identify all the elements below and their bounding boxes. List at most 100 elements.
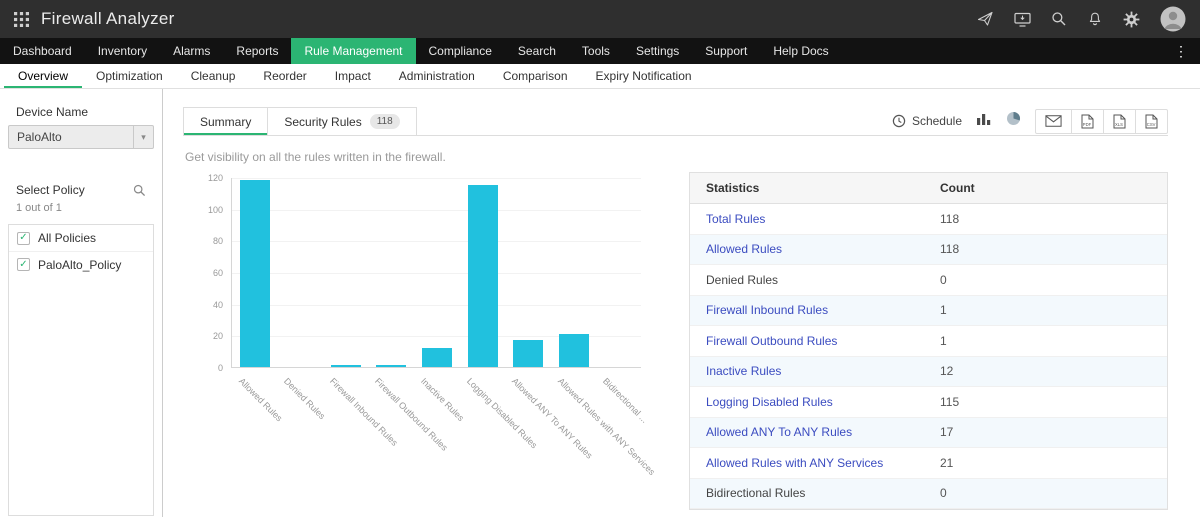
paper-plane-icon[interactable] (977, 11, 994, 27)
tab-summary[interactable]: Summary (183, 107, 269, 135)
top-header: Firewall Analyzer (0, 0, 1200, 38)
page-subtitle: Get visibility on all the rules written … (185, 150, 446, 164)
stats-count-logging-disabled-rules: 115 (940, 394, 960, 409)
subnav-item-administration[interactable]: Administration (398, 69, 475, 83)
subnav-item-comparison[interactable]: Comparison (502, 69, 568, 83)
nav-item-settings[interactable]: Settings (635, 44, 680, 58)
nav-item-help-docs[interactable]: Help Docs (773, 44, 829, 58)
policy-item-all-policies[interactable]: ✓ All Policies (9, 225, 153, 251)
subnav-item-cleanup[interactable]: Cleanup (190, 69, 236, 83)
more-options-icon[interactable]: ⋮ (1174, 42, 1188, 59)
chart-plot-area (231, 178, 641, 368)
nav-item-alarms[interactable]: Alarms (173, 44, 211, 58)
x-axis-label-allowed-any-to-any-rules: Allowed ANY To ANY Rules (510, 376, 595, 461)
tab-tools: Schedule PDF (892, 107, 1168, 135)
y-axis-tick-label: 40 (212, 299, 223, 310)
subnav-item-expiry-notification[interactable]: Expiry Notification (595, 69, 692, 83)
stats-row-total-rules: Total Rules 118 (690, 204, 1167, 235)
y-axis-tick-label: 80 (212, 236, 223, 247)
excel-export-icon[interactable]: XLS (1103, 109, 1135, 133)
stats-count-firewall-outbound-rules: 1 (940, 333, 947, 348)
statistics-header-label: Statistics (706, 181, 760, 195)
stats-link-inactive-rules[interactable]: Inactive Rules (706, 364, 782, 379)
stats-link-allowed-rules-with-any-services[interactable]: Allowed Rules with ANY Services (706, 455, 884, 470)
rules-bar-chart: 0 20 40 60 80 100 120 Allowed Rules Denied Rules… (183, 172, 657, 484)
pdf-export-icon[interactable]: PDF (1071, 109, 1103, 133)
main-nav: Dashboard Inventory Alarms Reports Rule Mana… (0, 38, 1200, 64)
nav-item-rule-management[interactable]: Rule Management (291, 38, 416, 64)
stats-count-allowed-rules: 118 (940, 242, 960, 257)
stats-count-bidirectional-rules: 0 (940, 486, 947, 501)
nav-item-support[interactable]: Support (705, 44, 748, 58)
stats-count-firewall-inbound-rules: 1 (940, 303, 947, 318)
stats-link-firewall-outbound-rules[interactable]: Firewall Outbound Rules (706, 333, 838, 348)
settings-gear-icon[interactable] (1123, 11, 1140, 28)
csv-export-icon[interactable]: CSV (1135, 109, 1167, 133)
x-axis-label-allowed-rules-with-any-services: Allowed Rules with ANY Services (555, 376, 657, 478)
stats-row-firewall-inbound-rules: Firewall Inbound Rules 1 (690, 295, 1167, 326)
gridline (232, 304, 641, 306)
stats-count-denied-rules: 0 (940, 272, 947, 287)
bar-allowed-rules (239, 180, 270, 367)
main-panel: Summary Security Rules 118 Schedule (163, 89, 1200, 517)
tab-summary-label: Summary (200, 114, 252, 129)
statistics-table: Statistics Count Total Rules 118 Allowed R… (689, 172, 1168, 510)
stats-row-allowed-any-to-any-rules: Allowed ANY To ANY Rules 17 (690, 417, 1167, 448)
policy-search-icon[interactable] (133, 184, 146, 197)
y-axis-tick-label: 100 (207, 204, 223, 215)
stats-row-denied-rules: Denied Rules 0 (690, 265, 1167, 296)
nav-item-inventory[interactable]: Inventory (97, 44, 148, 58)
stats-count-total-rules: 118 (940, 211, 960, 226)
stats-link-total-rules[interactable]: Total Rules (706, 211, 766, 226)
checkbox-icon[interactable]: ✓ (17, 231, 30, 245)
bar-allowed-rules-with-any-services (558, 333, 589, 367)
app-launcher-icon[interactable] (14, 11, 29, 27)
x-axis-label-firewall-outbound-rules: Firewall Outbound Rules (373, 376, 451, 453)
subnav-item-overview[interactable]: Overview (4, 64, 82, 88)
panels: 0 20 40 60 80 100 120 Allowed Rules Denied Rules… (183, 172, 1168, 510)
gridline (232, 336, 641, 338)
nav-item-search[interactable]: Search (517, 44, 556, 58)
stats-link-allowed-rules[interactable]: Allowed Rules (706, 242, 783, 257)
nav-item-compliance[interactable]: Compliance (428, 44, 492, 58)
stats-row-allowed-rules-with-any-services: Allowed Rules with ANY Services 21 (690, 448, 1167, 479)
stats-link-firewall-inbound-rules[interactable]: Firewall Inbound Rules (706, 303, 829, 318)
stats-row-logging-disabled-rules: Logging Disabled Rules 115 (690, 387, 1167, 418)
tab-security-rules-label: Security Rules (284, 114, 362, 129)
bar-chart-view-icon[interactable] (976, 112, 992, 131)
stats-label-bidirectional-rules: Bidirectional Rules (706, 486, 806, 501)
user-avatar[interactable] (1160, 6, 1186, 32)
x-axis-label-bidirectional: Bidirectional ... (601, 376, 650, 425)
y-axis-tick-label: 0 (217, 363, 223, 373)
stats-count-allowed-rules-with-any-services: 21 (940, 455, 954, 470)
bar-logging-disabled-rules (467, 184, 498, 367)
nav-item-tools[interactable]: Tools (581, 44, 610, 58)
device-select-dropdown[interactable]: PaloAlto ▾ (8, 125, 154, 149)
subnav-item-optimization[interactable]: Optimization (96, 69, 163, 83)
nav-item-dashboard[interactable]: Dashboard (13, 44, 72, 58)
subnav-item-impact[interactable]: Impact (334, 69, 371, 83)
tab-security-rules[interactable]: Security Rules 118 (268, 107, 417, 135)
stats-count-inactive-rules: 12 (940, 364, 954, 379)
schedule-button[interactable]: Schedule (892, 114, 962, 128)
subnav-item-reorder[interactable]: Reorder (263, 69, 307, 83)
y-axis-tick-label: 20 (212, 331, 223, 342)
pie-chart-view-icon[interactable] (1006, 111, 1021, 131)
search-icon[interactable] (1051, 11, 1067, 27)
y-axis-tick-label: 120 (207, 173, 223, 183)
checkbox-icon[interactable]: ✓ (17, 258, 30, 271)
screen-share-icon[interactable] (1014, 12, 1031, 27)
main-nav-items: Dashboard Inventory Alarms Reports Rule Mana… (0, 38, 842, 64)
sub-nav: Overview Optimization Cleanup Reorder Impact… (0, 64, 1200, 89)
stats-link-logging-disabled-rules[interactable]: Logging Disabled Rules (706, 394, 833, 409)
bar-firewall-outbound-rules (376, 365, 407, 367)
policy-item-paloalto-policy[interactable]: ✓ PaloAlto_Policy (9, 251, 153, 277)
gridline (232, 178, 641, 179)
notifications-bell-icon[interactable] (1087, 11, 1103, 27)
policy-item-label: PaloAlto_Policy (38, 257, 122, 272)
nav-item-reports[interactable]: Reports (236, 44, 279, 58)
security-rules-count-badge: 118 (369, 114, 400, 129)
stats-link-allowed-any-to-any-rules[interactable]: Allowed ANY To ANY Rules (706, 425, 853, 440)
mail-export-icon[interactable] (1036, 110, 1071, 133)
